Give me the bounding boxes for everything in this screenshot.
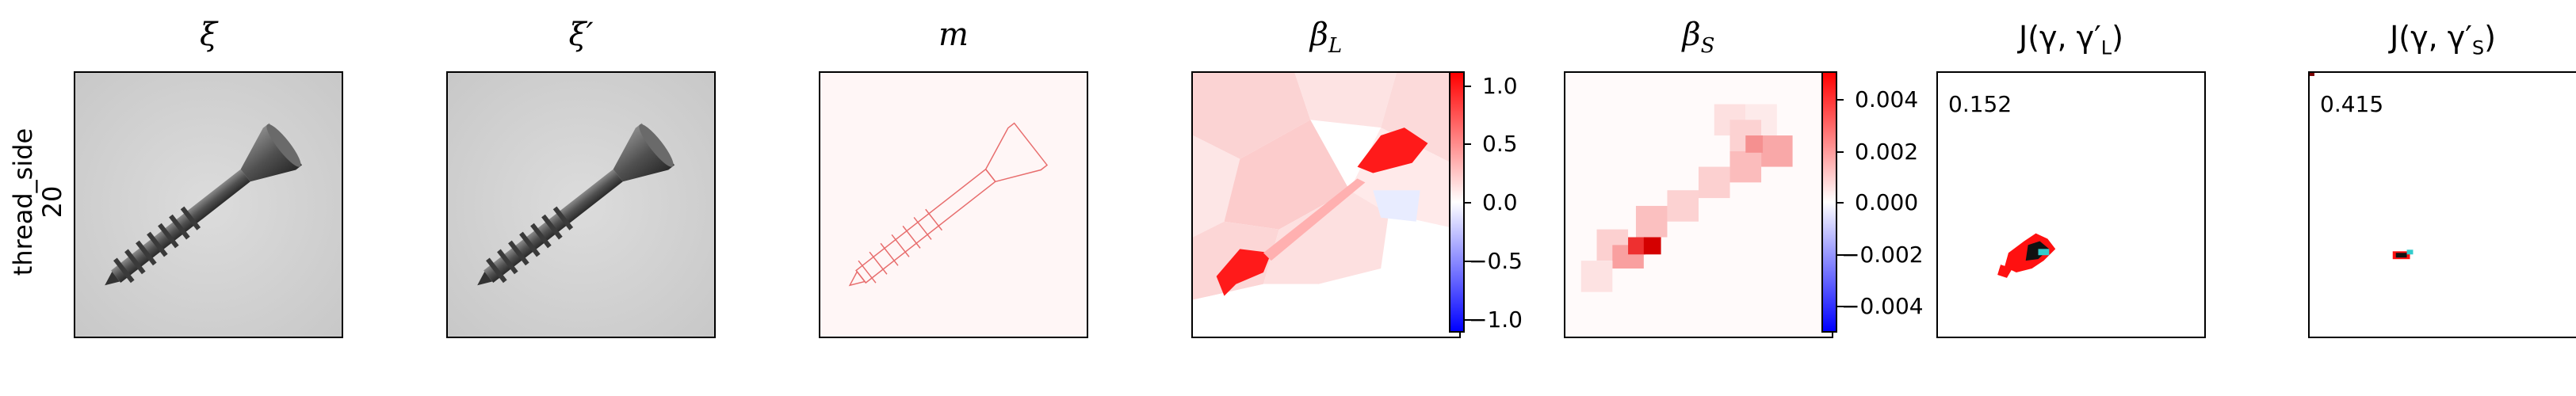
colorbar-beta-s-tick-1: 0.002	[1855, 139, 1919, 165]
colorbar-beta-s-tick-3: −0.002	[1841, 242, 1924, 268]
panel-title-beta-s: βS	[1682, 17, 1715, 58]
colorbar-beta-s-tick-mark-3	[1837, 254, 1844, 256]
panel-title-j-s: J(γ, γ′S)	[2390, 20, 2496, 59]
screw-image-xi-prime	[448, 73, 714, 337]
colorbar-beta-l	[1449, 71, 1465, 333]
panel-title-m: m	[938, 17, 969, 53]
colorbar-beta-s-tick-4: −0.004	[1841, 293, 1924, 319]
panel-j-s	[2308, 71, 2576, 338]
row-label-value: 20	[37, 185, 67, 219]
score-j-s: 0.415	[2320, 91, 2384, 117]
colorbar-beta-l-tick-mark-4	[1465, 319, 1471, 321]
colorbar-beta-l-tick-2: 0.0	[1482, 189, 1518, 215]
colorbar-beta-l-tick-4: −1.0	[1469, 307, 1523, 333]
heatmap-beta-s	[1565, 73, 1832, 337]
panel-j-l	[1936, 71, 2206, 338]
overlap-map-j-s	[2310, 73, 2576, 337]
colorbar-beta-l-tick-mark-2	[1465, 202, 1471, 204]
row-label-name: thread_side	[8, 128, 39, 276]
score-j-l: 0.152	[1948, 91, 2012, 117]
panel-title-xi-prime: ξ′	[568, 17, 594, 53]
colorbar-beta-s-tick-2: 0.000	[1855, 189, 1919, 215]
colorbar-beta-l-tick-mark-1	[1465, 143, 1471, 145]
panel-title-beta-l: βL	[1309, 17, 1343, 58]
panel-m	[819, 71, 1088, 338]
colorbar-beta-s-tick-mark-4	[1837, 306, 1844, 307]
difference-map-m	[820, 73, 1087, 337]
panel-title-xi: ξ	[199, 17, 218, 53]
heatmap-beta-l	[1193, 73, 1459, 337]
colorbar-beta-l-tick-mark-3	[1465, 261, 1471, 262]
screw-image-xi	[75, 73, 342, 337]
colorbar-beta-l-tick-0: 1.0	[1482, 73, 1518, 99]
panel-beta-s	[1564, 71, 1833, 338]
colorbar-beta-l-tick-3: −0.5	[1469, 248, 1523, 274]
panel-beta-l	[1191, 71, 1461, 338]
panel-xi-prime	[446, 71, 716, 338]
colorbar-beta-s-tick-mark-0	[1837, 99, 1844, 101]
colorbar-beta-l-tick-1: 0.5	[1482, 131, 1518, 157]
colorbar-beta-s-tick-mark-2	[1837, 202, 1844, 204]
panel-title-j-l: J(γ, γ′L)	[2019, 20, 2123, 59]
colorbar-beta-s	[1821, 71, 1837, 333]
colorbar-beta-s-tick-0: 0.004	[1855, 86, 1919, 112]
panel-xi	[74, 71, 343, 338]
colorbar-beta-l-tick-mark-0	[1465, 86, 1471, 87]
colorbar-beta-s-tick-mark-1	[1837, 151, 1844, 153]
overlap-map-j-l	[1938, 73, 2204, 337]
